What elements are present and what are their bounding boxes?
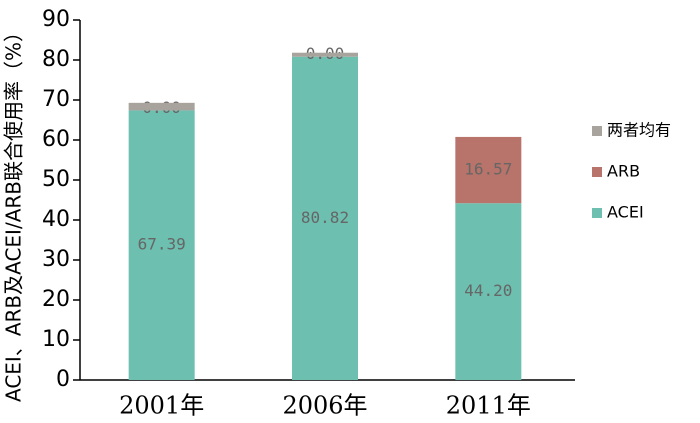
y-tick-label: 10 bbox=[42, 327, 70, 352]
value-label: 67.39 bbox=[138, 235, 186, 254]
y-axis-title: ACEI、ARB及ACEI/ARB联合使用率（%） bbox=[2, 22, 26, 402]
y-tick-label: 0 bbox=[56, 367, 70, 392]
legend-label: ARB bbox=[607, 162, 640, 181]
x-tick-label: 2011年 bbox=[446, 392, 531, 420]
legend-swatch bbox=[592, 167, 602, 177]
y-tick-label: 90 bbox=[42, 7, 70, 32]
y-tick-label: 60 bbox=[42, 127, 70, 152]
y-tick-label: 80 bbox=[42, 47, 70, 72]
y-tick-label: 40 bbox=[42, 207, 70, 232]
bar-segment bbox=[455, 136, 522, 204]
y-tick-label: 30 bbox=[42, 247, 70, 272]
x-tick-label: 2001年 bbox=[119, 392, 204, 420]
x-tick-label: 2006年 bbox=[282, 392, 367, 420]
legend-label: ACEI bbox=[607, 203, 644, 222]
value-label: 44.20 bbox=[464, 281, 512, 300]
bar-segment bbox=[128, 102, 195, 111]
legend-swatch bbox=[592, 126, 602, 136]
bar-segment bbox=[455, 203, 522, 380]
legend-label: 两者均有 bbox=[607, 121, 671, 140]
y-tick-label: 70 bbox=[42, 87, 70, 112]
value-label: 16.57 bbox=[464, 160, 512, 179]
bar-segment bbox=[292, 56, 358, 380]
y-tick-label: 20 bbox=[42, 287, 70, 312]
value-label: 80.82 bbox=[301, 208, 349, 227]
y-tick-label: 50 bbox=[42, 167, 70, 192]
legend-swatch bbox=[592, 208, 602, 218]
bar-segment bbox=[292, 52, 358, 57]
bar-segment bbox=[128, 110, 195, 380]
